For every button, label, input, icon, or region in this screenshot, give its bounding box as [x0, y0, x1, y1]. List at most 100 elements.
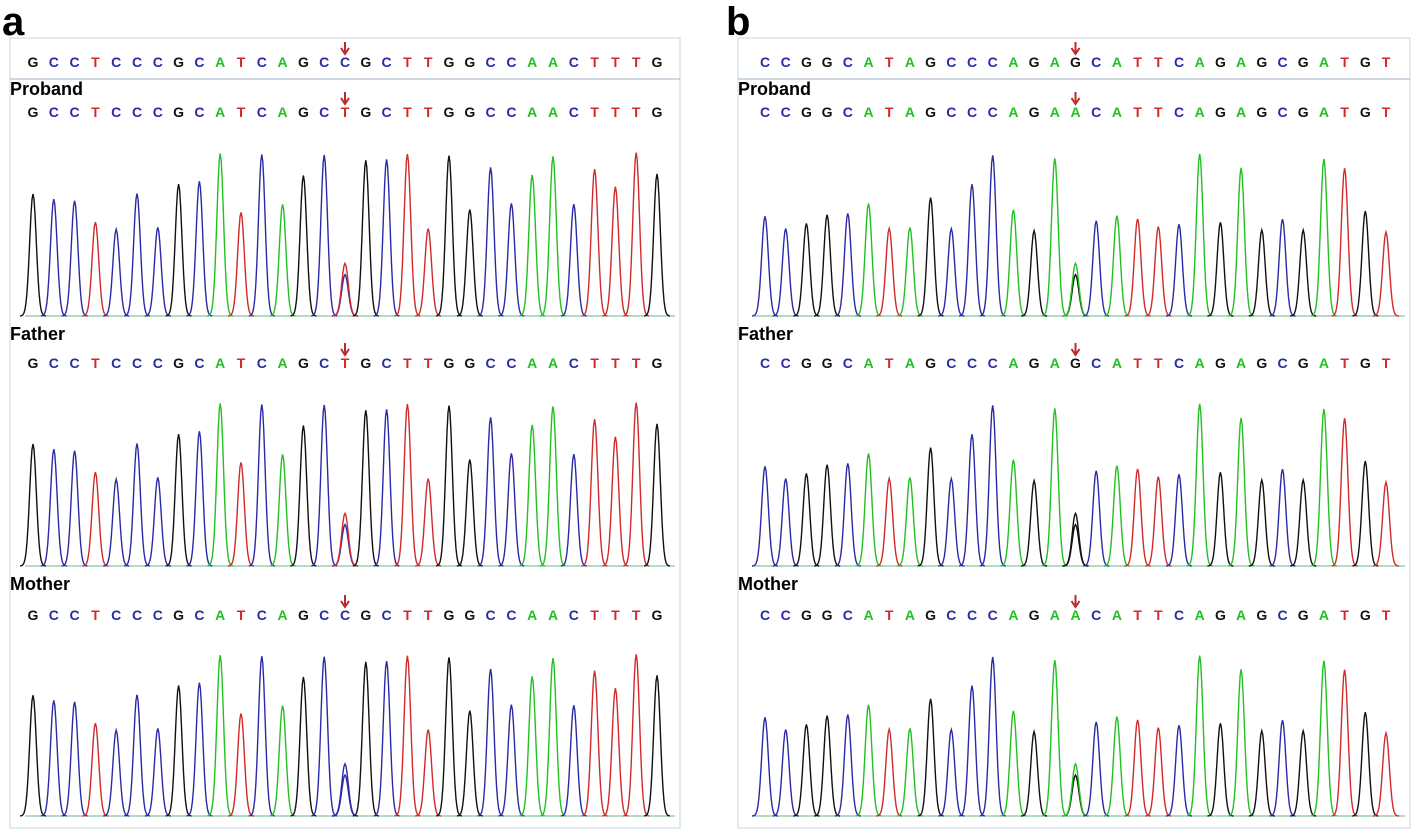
track-label: Proband [10, 79, 83, 99]
peak [1269, 469, 1296, 567]
peak [772, 729, 799, 817]
peak [269, 454, 296, 567]
peak [1062, 523, 1089, 567]
peak [290, 175, 317, 317]
peak [207, 403, 234, 567]
peak [1041, 408, 1068, 567]
peak [40, 700, 67, 817]
peak [539, 406, 567, 567]
peak [331, 762, 359, 817]
peak [1372, 479, 1400, 567]
peak [1041, 158, 1068, 317]
peak [1062, 261, 1089, 317]
peak [958, 434, 986, 567]
peak [938, 225, 965, 317]
peak [1207, 472, 1234, 567]
arrow-head [340, 97, 350, 106]
peak [123, 193, 151, 317]
peak [1041, 659, 1068, 817]
peak [311, 656, 338, 817]
peak [1352, 460, 1379, 567]
peak [40, 448, 67, 567]
peak [227, 713, 255, 817]
peak [1331, 669, 1358, 817]
peak [207, 655, 234, 817]
peak [1165, 224, 1193, 317]
peak [311, 404, 338, 567]
peak [1000, 209, 1027, 317]
peak [751, 466, 779, 567]
peak [896, 477, 923, 567]
peak [623, 152, 650, 317]
peak [1124, 468, 1151, 567]
peak [834, 714, 861, 817]
peak [855, 453, 882, 567]
peak [751, 717, 779, 817]
peak [207, 153, 234, 317]
peak [623, 402, 650, 567]
peak [248, 656, 275, 817]
peak [855, 203, 882, 317]
peak [123, 443, 151, 567]
track-label: Father [738, 324, 793, 344]
peak [165, 685, 192, 817]
peak [352, 661, 379, 817]
peak [227, 212, 255, 317]
peak [1083, 220, 1110, 317]
peak [917, 698, 944, 817]
peak [602, 436, 629, 567]
peak [643, 173, 671, 317]
peak [165, 183, 192, 317]
peak [498, 453, 525, 567]
peak [876, 225, 903, 317]
peak [311, 154, 338, 317]
peak [165, 433, 192, 567]
peak [186, 682, 213, 817]
peak [1352, 712, 1379, 817]
peak [1062, 762, 1089, 817]
peak [958, 685, 986, 817]
peak [1186, 403, 1213, 567]
peak [896, 227, 923, 317]
peak [1269, 720, 1296, 817]
track-label: Mother [10, 574, 70, 594]
peak [331, 773, 359, 817]
peak [876, 726, 903, 817]
panel-border [737, 37, 1411, 829]
peak [1165, 474, 1193, 567]
peak [1228, 417, 1255, 567]
peak [269, 204, 296, 317]
peak [290, 676, 317, 817]
peak [1310, 408, 1337, 567]
peak [519, 424, 546, 567]
peak [772, 478, 799, 567]
peak [938, 726, 965, 817]
peak [61, 701, 88, 817]
peak [1207, 723, 1234, 817]
peak [19, 443, 47, 567]
peak [61, 200, 88, 317]
peak [477, 417, 504, 567]
peak [103, 476, 130, 567]
peak [793, 473, 820, 567]
track-label: Father [10, 324, 65, 344]
arrow-head [340, 600, 350, 609]
peak [40, 198, 67, 317]
peak [394, 153, 421, 317]
peak [435, 405, 463, 567]
peak [186, 431, 213, 567]
peak [751, 216, 779, 317]
peak [19, 193, 47, 317]
peak [456, 710, 483, 817]
peak [1000, 710, 1027, 817]
peak [435, 657, 463, 817]
peak [1290, 477, 1317, 567]
peak [814, 464, 841, 567]
peak [1310, 660, 1337, 817]
peak [1124, 719, 1151, 817]
